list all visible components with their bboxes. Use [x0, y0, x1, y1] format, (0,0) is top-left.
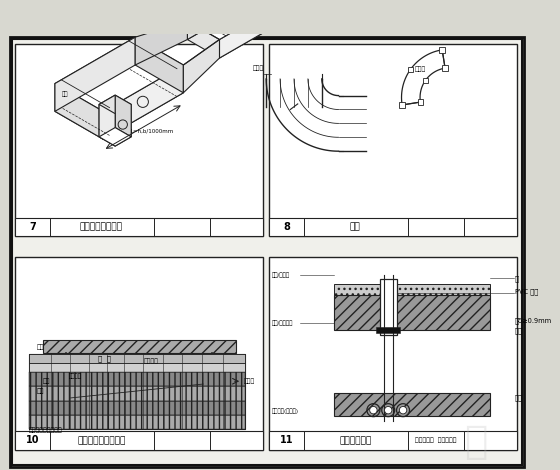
Text: 尺  寸: 尺 寸 — [98, 355, 111, 362]
Bar — [334, 393, 489, 416]
Text: 导流片: 导流片 — [415, 67, 426, 72]
Text: 取片: 取片 — [350, 223, 361, 232]
Bar — [29, 354, 245, 363]
Bar — [29, 386, 245, 400]
Text: 风管口: 风管口 — [244, 378, 255, 384]
Polygon shape — [135, 21, 188, 65]
Circle shape — [385, 407, 392, 414]
Bar — [29, 400, 245, 415]
Bar — [269, 257, 517, 450]
Polygon shape — [115, 104, 131, 146]
Polygon shape — [188, 21, 220, 39]
Text: 风管制作、吊装详图: 风管制作、吊装详图 — [77, 436, 125, 445]
Text: 11: 11 — [280, 435, 293, 446]
Polygon shape — [55, 37, 183, 111]
Text: 风管制作尺寸选用表: 风管制作尺寸选用表 — [29, 428, 63, 433]
Circle shape — [399, 407, 407, 414]
Polygon shape — [103, 65, 183, 139]
Polygon shape — [99, 95, 131, 114]
Text: L=h,b/1000mm: L=h,b/1000mm — [131, 129, 174, 133]
Text: 7: 7 — [29, 222, 36, 232]
Bar — [408, 67, 413, 72]
Bar — [15, 431, 263, 450]
Bar — [334, 284, 489, 295]
Polygon shape — [99, 95, 115, 137]
Text: PVC 套管: PVC 套管 — [515, 288, 538, 295]
Circle shape — [370, 407, 377, 414]
Bar — [269, 44, 517, 236]
Text: 水管: 水管 — [515, 327, 522, 334]
Text: 导流片: 导流片 — [253, 66, 264, 71]
Text: 吊架: 吊架 — [43, 378, 50, 384]
Polygon shape — [183, 39, 220, 65]
Polygon shape — [402, 50, 445, 105]
Polygon shape — [236, 0, 268, 30]
Polygon shape — [55, 65, 183, 139]
Bar — [43, 340, 236, 353]
Polygon shape — [183, 39, 220, 93]
Text: 厚δ≥0.9mm: 厚δ≥0.9mm — [515, 318, 552, 324]
Bar — [440, 47, 445, 53]
Bar — [269, 218, 517, 236]
Bar — [15, 44, 263, 236]
Bar — [399, 102, 405, 108]
Text: 风管: 风管 — [37, 388, 45, 394]
Text: 筑: 筑 — [464, 423, 487, 461]
Text: 水垫: 水垫 — [515, 394, 522, 401]
Bar — [423, 78, 428, 83]
Polygon shape — [188, 12, 268, 58]
Text: 楼: 楼 — [515, 275, 519, 282]
Bar — [29, 372, 245, 386]
Bar — [15, 218, 263, 236]
Text: 钢筋/砼板面: 钢筋/砼板面 — [272, 272, 290, 278]
Bar — [66, 379, 212, 403]
Text: 屋面防水(外墙用): 屋面防水(外墙用) — [272, 408, 299, 414]
Bar — [380, 280, 396, 335]
Text: 10: 10 — [26, 435, 39, 446]
Polygon shape — [99, 104, 115, 146]
Bar — [15, 257, 263, 450]
Bar — [376, 327, 400, 333]
Text: 法兰: 法兰 — [62, 91, 68, 96]
Polygon shape — [220, 12, 268, 58]
Bar — [29, 415, 245, 429]
Bar — [62, 375, 217, 407]
Bar — [442, 65, 448, 71]
Text: 矩形风管制作详图: 矩形风管制作详图 — [80, 223, 123, 232]
Text: 风管连接: 风管连接 — [144, 358, 159, 364]
Bar — [334, 295, 489, 330]
Polygon shape — [135, 37, 183, 93]
Polygon shape — [188, 0, 268, 39]
Polygon shape — [99, 127, 131, 146]
Polygon shape — [55, 37, 135, 111]
Polygon shape — [115, 95, 131, 137]
Bar — [418, 99, 423, 105]
Text: 水管穿楼板图: 水管穿楼板图 — [339, 436, 371, 445]
Bar — [29, 354, 245, 429]
Bar — [29, 363, 245, 372]
Text: 焊缝/水管底面: 焊缝/水管底面 — [272, 320, 293, 326]
Bar — [269, 431, 517, 450]
Text: 8: 8 — [283, 222, 290, 232]
Text: 风管吊钩: 风管吊钩 — [69, 373, 82, 378]
Polygon shape — [55, 84, 103, 139]
Text: 图纸：暖通  规格：说明: 图纸：暖通 规格：说明 — [415, 438, 456, 443]
Text: 吊杆: 吊杆 — [37, 344, 45, 350]
Polygon shape — [188, 0, 236, 39]
